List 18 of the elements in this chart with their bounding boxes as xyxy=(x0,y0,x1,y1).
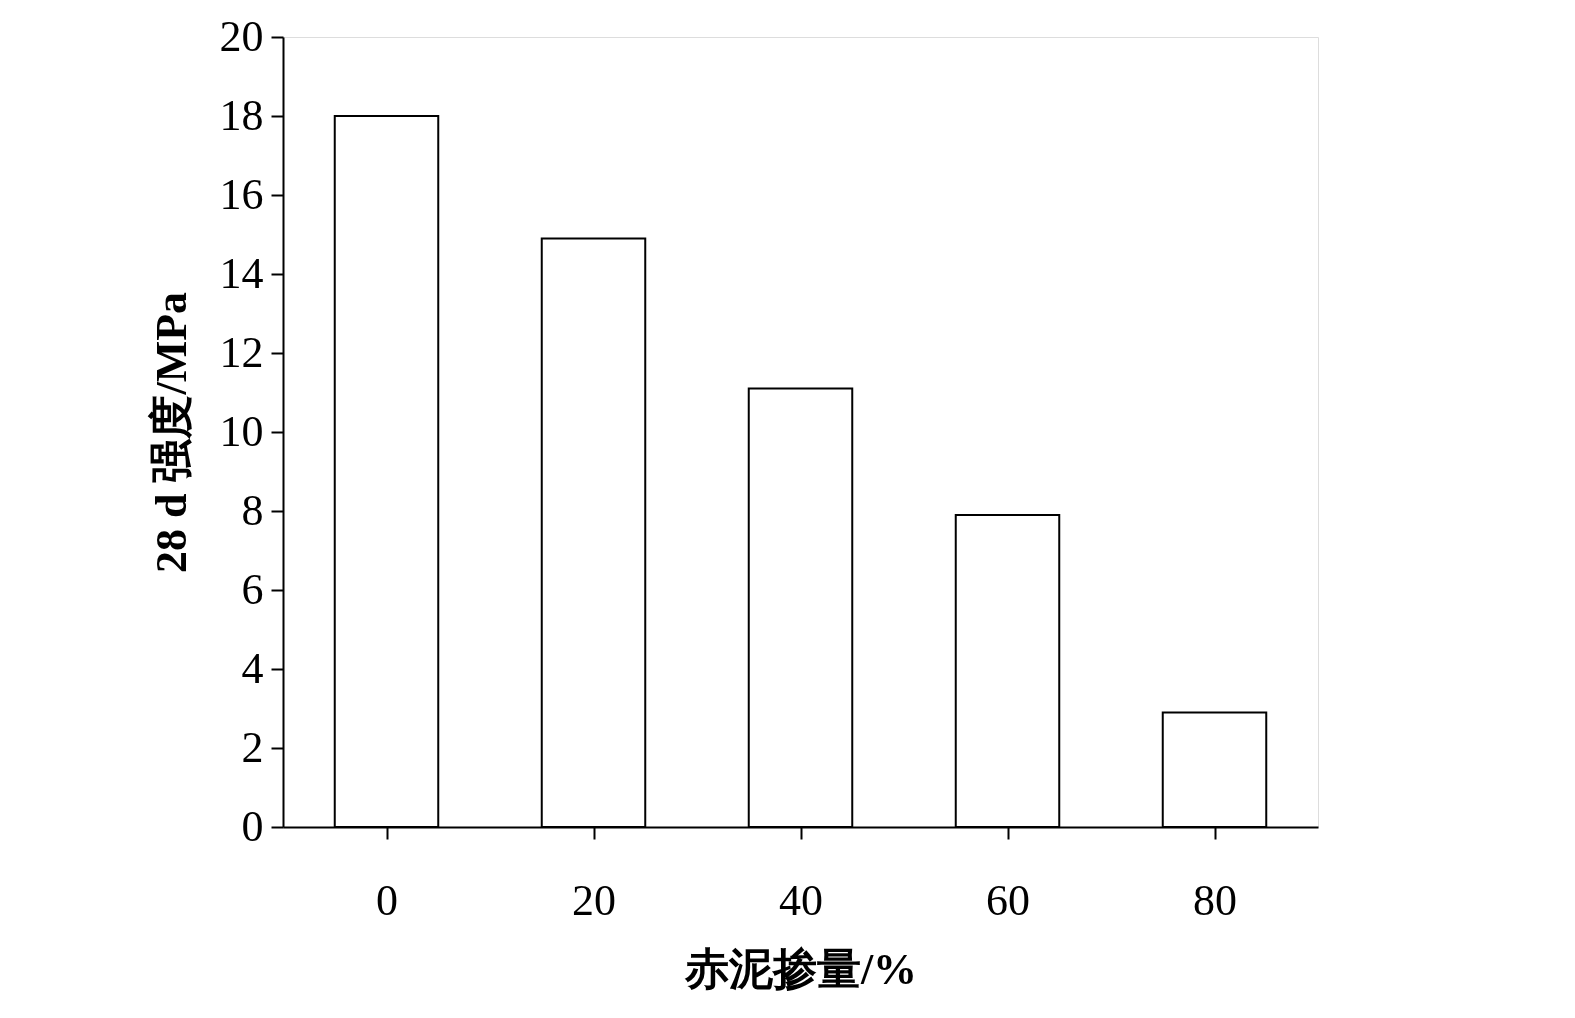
y-tick-label: 2 xyxy=(241,722,264,772)
y-tick-label: 18 xyxy=(219,90,264,140)
y-tick-label: 20 xyxy=(219,11,264,61)
x-tick-label: 40 xyxy=(779,875,823,925)
x-tick-label: 20 xyxy=(572,875,616,925)
y-tick-label: 4 xyxy=(241,643,264,693)
x-tick-label: 60 xyxy=(986,875,1030,925)
x-tick-label: 80 xyxy=(1193,875,1237,925)
y-tick-label: 10 xyxy=(219,406,264,456)
y-tick-label: 6 xyxy=(241,564,264,614)
x-axis-title: 赤泥掺量/% xyxy=(683,944,918,994)
y-tick-label: 0 xyxy=(241,801,264,851)
y-tick-label: 8 xyxy=(241,485,264,535)
y-tick-label: 14 xyxy=(219,248,264,298)
y-axis-title: 28 d 强度/MPa xyxy=(146,291,196,574)
y-tick-label: 16 xyxy=(219,169,264,219)
y-tick-label: 12 xyxy=(219,327,264,377)
x-tick-label: 0 xyxy=(376,875,398,925)
